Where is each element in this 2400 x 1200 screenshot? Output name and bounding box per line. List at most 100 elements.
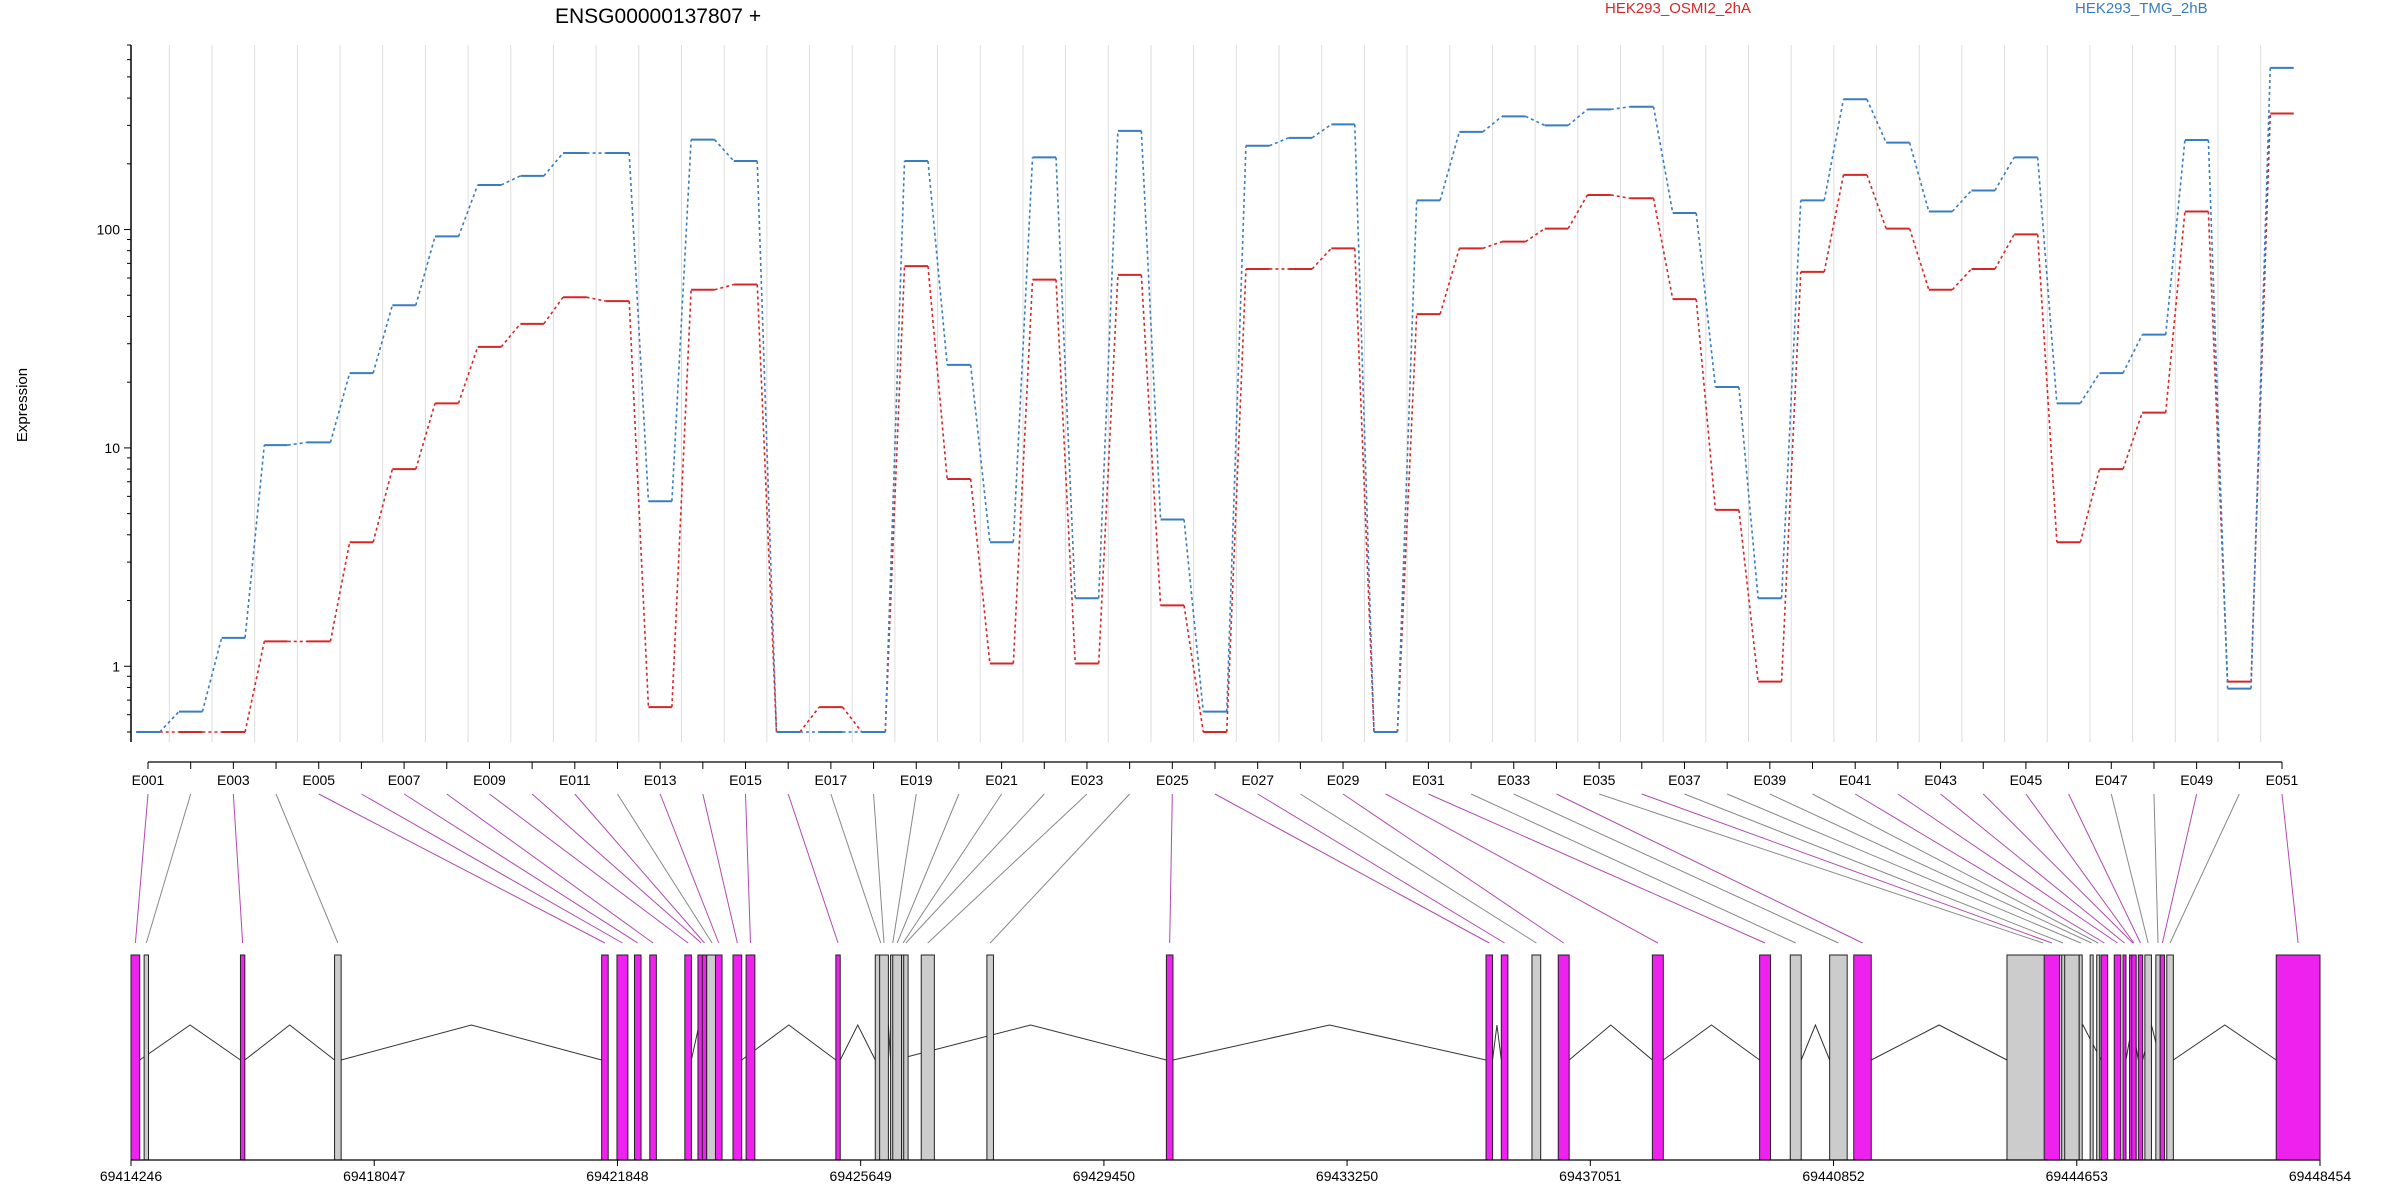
exon-connector xyxy=(830,793,882,944)
exon-E049 xyxy=(2159,954,2166,1161)
exon-E001 xyxy=(130,954,141,1161)
intron-line xyxy=(1492,1024,1502,1061)
x-tick-label: E011 xyxy=(559,772,591,788)
exon-E043 xyxy=(2122,954,2127,1161)
exon-connector xyxy=(2153,793,2159,944)
exon-connector xyxy=(745,793,751,944)
intron-line xyxy=(139,1024,241,1061)
x-tick-label: E009 xyxy=(473,772,506,788)
x-tick-label: E045 xyxy=(2010,772,2043,788)
intron-line xyxy=(1800,1023,1831,1061)
header: ENSG00000137807 + HEK293_OSMI2_2hA HEK29… xyxy=(555,0,2208,28)
exon-E027 xyxy=(1500,954,1509,1161)
exon-connector xyxy=(446,793,654,944)
coordinate-tick-label: 69418047 xyxy=(343,1168,406,1184)
x-tick-label: E039 xyxy=(1753,772,1786,788)
exon-connector xyxy=(531,793,702,944)
x-tick-label: E047 xyxy=(2095,772,2128,788)
exon-E004 xyxy=(334,954,342,1161)
x-tick-label: E031 xyxy=(1412,772,1445,788)
exon-connector xyxy=(1897,793,2118,944)
series-tmg xyxy=(136,66,2294,734)
exon-E018 xyxy=(879,954,889,1161)
exon-E034 xyxy=(1853,954,1872,1161)
exon-E002 xyxy=(143,954,150,1161)
exon-E030 xyxy=(1651,954,1664,1161)
x-tick-label: E013 xyxy=(644,772,677,788)
exon-connector xyxy=(2161,793,2198,944)
gene-model xyxy=(130,954,2321,1161)
exon-E050 xyxy=(2166,954,2174,1161)
exon-E036 xyxy=(2043,954,2061,1161)
exon-connector xyxy=(1342,793,1564,944)
intron-line xyxy=(741,1024,837,1061)
exon-E051 xyxy=(2275,954,2321,1161)
exon-connector xyxy=(2025,793,2135,944)
coordinate-tick-label: 69433250 xyxy=(1316,1168,1379,1184)
x-tick-label: E015 xyxy=(729,772,762,788)
x-tick-label: E005 xyxy=(302,772,335,788)
exon-connector xyxy=(1556,793,1863,944)
exon-connector xyxy=(1169,793,1173,944)
x-tick-label: E023 xyxy=(1071,772,1104,788)
intron-line xyxy=(341,1024,602,1061)
coordinate-axis: 69414246 69418047 69421848 69425649 69429450… xyxy=(100,1159,2351,1184)
exon-connector xyxy=(275,793,339,944)
y-tick-label: 100 xyxy=(97,222,121,238)
exon-connector xyxy=(1641,793,2053,944)
x-tick-label: E027 xyxy=(1241,772,1274,788)
exon-E042 xyxy=(2113,954,2122,1161)
exon-connector xyxy=(574,793,705,944)
exon-E046 xyxy=(2137,954,2144,1161)
exon-connector xyxy=(1854,793,2105,944)
y-axis: Expression 1 10 100 xyxy=(14,44,132,742)
intron-line xyxy=(244,1024,335,1061)
intron-line xyxy=(839,1023,876,1061)
exon-connector xyxy=(1470,793,1796,944)
y-axis-label: Expression xyxy=(14,368,31,442)
exon-connector xyxy=(873,793,885,944)
exon-connector xyxy=(318,793,606,944)
coordinate-tick-label: 69437051 xyxy=(1559,1168,1622,1184)
intron-line xyxy=(1568,1024,1653,1061)
legend-entry-tmg: HEK293_TMG_2hB xyxy=(2075,0,2208,17)
exon-E037 xyxy=(2061,954,2066,1161)
exon-E031 xyxy=(1759,954,1772,1161)
exon-E039 xyxy=(2089,954,2094,1161)
exon-E014 xyxy=(732,954,743,1161)
x-tick-label: E001 xyxy=(132,772,165,788)
exon-connector xyxy=(1769,793,2092,944)
exon-connector xyxy=(659,793,720,944)
intron-line xyxy=(1871,1024,2008,1061)
y-tick-label: 10 xyxy=(104,440,120,456)
x-tick-label: E019 xyxy=(900,772,933,788)
exon-E003 xyxy=(239,954,246,1161)
x-tick-label: E025 xyxy=(1156,772,1189,788)
exon-connector xyxy=(617,793,713,944)
exon-connector xyxy=(1940,793,2125,944)
exon-E045 xyxy=(2131,954,2137,1161)
grid-lines xyxy=(168,45,2262,742)
coordinate-tick-label: 69421848 xyxy=(586,1168,649,1184)
coordinate-tick-label: 69414246 xyxy=(100,1168,163,1184)
exon-E041 xyxy=(2100,954,2109,1161)
exon-E009 xyxy=(684,954,692,1161)
x-tick-label: E003 xyxy=(217,772,250,788)
exon-E048 xyxy=(2155,954,2161,1161)
exon-connector xyxy=(1513,793,1839,944)
exon-connector xyxy=(145,793,192,944)
intron-line xyxy=(1663,1024,1760,1061)
exon-E032 xyxy=(1789,954,1802,1161)
exon-connector xyxy=(1812,793,2099,944)
y-tick-label: 1 xyxy=(112,658,120,674)
exon-E011 xyxy=(701,954,708,1161)
exon-E005 xyxy=(601,954,609,1161)
series-layer xyxy=(136,66,2294,734)
coordinate-tick-label: 69425649 xyxy=(830,1168,893,1184)
exon-E029 xyxy=(1557,954,1570,1161)
exon-E038 xyxy=(2078,954,2083,1161)
x-tick-label: E043 xyxy=(1924,772,1957,788)
exon-connector xyxy=(1726,793,2081,944)
exon-E008 xyxy=(649,954,657,1161)
exon-E015 xyxy=(745,954,756,1161)
